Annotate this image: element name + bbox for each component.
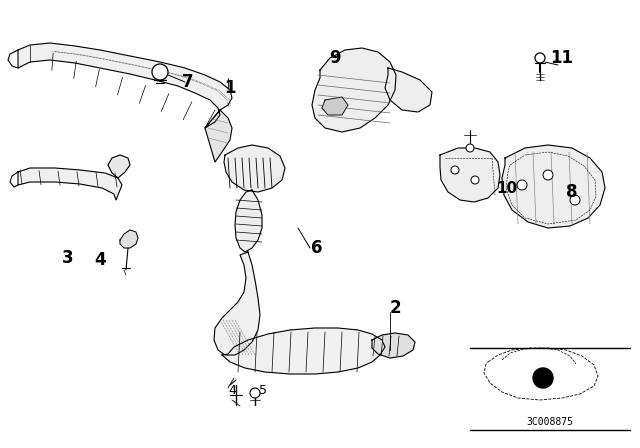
Polygon shape: [312, 48, 396, 132]
Circle shape: [543, 170, 553, 180]
Polygon shape: [108, 155, 130, 178]
Circle shape: [570, 195, 580, 205]
Text: 6: 6: [311, 239, 323, 257]
Text: 5: 5: [259, 383, 267, 396]
Text: 4: 4: [228, 383, 236, 396]
Circle shape: [517, 180, 527, 190]
Circle shape: [152, 64, 168, 80]
Circle shape: [535, 53, 545, 63]
Polygon shape: [214, 252, 260, 355]
Text: 7: 7: [182, 73, 194, 91]
Circle shape: [471, 176, 479, 184]
Text: 1: 1: [224, 79, 236, 97]
Polygon shape: [502, 145, 605, 228]
Polygon shape: [120, 230, 138, 248]
Polygon shape: [205, 110, 232, 162]
Polygon shape: [322, 97, 348, 115]
Text: 9: 9: [329, 49, 341, 67]
Text: 10: 10: [497, 181, 518, 195]
Polygon shape: [18, 43, 232, 128]
Circle shape: [533, 368, 553, 388]
Polygon shape: [222, 328, 385, 374]
Polygon shape: [440, 148, 500, 202]
Polygon shape: [224, 145, 285, 192]
Text: 3C008875: 3C008875: [527, 417, 573, 427]
Polygon shape: [18, 168, 122, 200]
Polygon shape: [372, 333, 415, 358]
Text: 8: 8: [566, 183, 578, 201]
Text: 11: 11: [550, 49, 573, 67]
Polygon shape: [385, 68, 432, 112]
Polygon shape: [235, 190, 262, 252]
Circle shape: [451, 166, 459, 174]
Circle shape: [466, 144, 474, 152]
Text: 2: 2: [389, 299, 401, 317]
Text: 4: 4: [94, 251, 106, 269]
Text: 3: 3: [62, 249, 74, 267]
Circle shape: [250, 388, 260, 398]
